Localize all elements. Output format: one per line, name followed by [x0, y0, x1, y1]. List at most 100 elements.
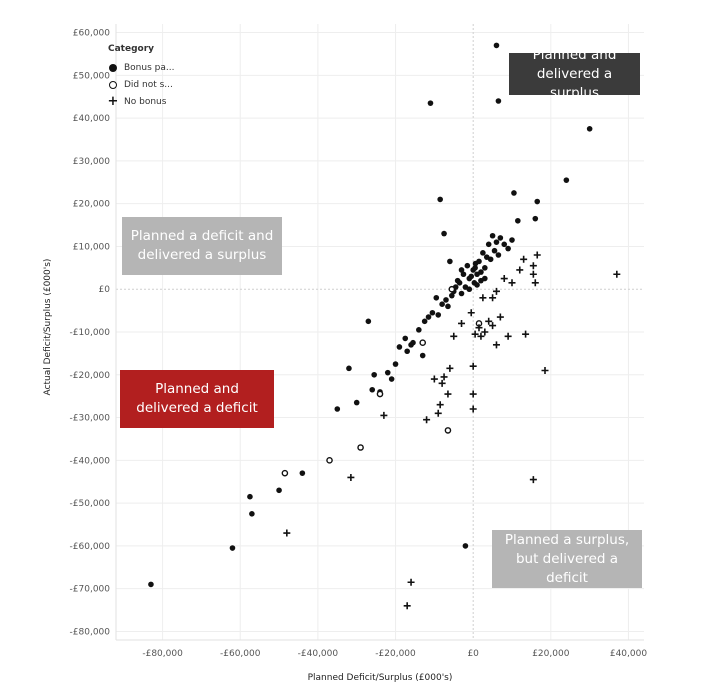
data-point-filled: [458, 290, 465, 297]
data-point-open: [419, 339, 427, 346]
data-point-filled: [478, 269, 484, 275]
data-point-filled: [445, 303, 451, 310]
data-point-filled: [425, 314, 432, 320]
data-point-plus: [531, 279, 539, 287]
data-point-filled: [462, 543, 469, 549]
data-point-plus: [520, 255, 528, 263]
plus-icon: +: [107, 93, 119, 109]
data-point-filled: [247, 493, 253, 500]
data-point-filled: [468, 273, 475, 280]
data-point-plus: [430, 375, 438, 383]
quadrant-label-bottom-right: Planned a surplus, but delivered a defic…: [492, 530, 642, 588]
data-point-filled: [433, 294, 440, 301]
data-point-plus: [477, 332, 485, 340]
data-point-filled: [416, 327, 422, 333]
data-point-plus: [496, 313, 504, 321]
y-tick-label: -£20,000: [70, 371, 111, 381]
data-point-plus: [283, 529, 291, 537]
data-point-filled: [497, 235, 504, 241]
legend: Category Bonus pa... Did not s... + No b…: [108, 44, 175, 110]
data-point-filled: [482, 265, 488, 271]
data-point-filled: [482, 275, 488, 282]
y-tick-label: -£30,000: [70, 414, 111, 424]
legend-entry-bonus[interactable]: Bonus pa...: [108, 59, 174, 76]
data-point-plus: [541, 367, 549, 374]
legend-entry-did-not[interactable]: Did not s...: [108, 76, 174, 93]
data-point-plus: [467, 309, 475, 317]
data-point-filled: [474, 282, 480, 288]
y-tick-label: -£70,000: [70, 585, 111, 595]
data-point-filled: [489, 232, 496, 239]
data-point-filled: [148, 581, 154, 588]
y-tick-label: -£60,000: [70, 542, 111, 552]
data-point-filled: [456, 280, 463, 286]
data-point-filled: [371, 371, 377, 378]
data-point-open: [448, 285, 456, 293]
data-point-filled: [458, 267, 465, 273]
data-point-filled: [369, 386, 376, 393]
data-point-plus: [500, 275, 508, 283]
data-point-open: [444, 427, 452, 434]
y-axis-ticks: £60,000 £50,000 £40,000 £30,000 £20,000 £10,0…: [70, 29, 111, 638]
data-point-plus: [347, 473, 355, 481]
data-point-filled: [485, 241, 492, 248]
y-tick-label: -£10,000: [70, 328, 111, 338]
data-point-plus: [529, 476, 537, 484]
x-tick-label: £0: [467, 649, 479, 659]
legend-label-bonus: Bonus pa...: [124, 62, 175, 73]
data-point-filled: [501, 241, 508, 248]
legend-title: Category: [108, 44, 155, 54]
data-point-plus: [481, 328, 489, 336]
data-point-filled: [353, 399, 360, 406]
zero-lines: [115, 24, 644, 641]
legend-entry-no-bonus[interactable]: + No bonus: [108, 93, 174, 110]
data-point-plus: [444, 390, 452, 398]
open-circle-icon: [108, 80, 118, 90]
data-point-filled: [447, 258, 453, 265]
y-tick-label: -£80,000: [70, 627, 111, 637]
data-point-filled: [249, 511, 255, 517]
data-point-plus: [492, 341, 500, 349]
data-point-filled: [384, 369, 391, 376]
data-point-filled: [487, 256, 494, 263]
quadrant-label-top-right: Planned and delivered a surplus: [509, 47, 640, 101]
data-point-plus: [529, 270, 537, 278]
data-point-filled: [435, 312, 442, 318]
legend-label-did-not: Did not s...: [124, 79, 173, 90]
data-point-filled: [437, 196, 443, 203]
data-point-filled: [563, 177, 570, 183]
data-point-filled: [346, 365, 352, 372]
x-tick-label: £40,000: [610, 649, 647, 659]
data-point-filled: [515, 217, 521, 224]
data-point-filled: [392, 361, 399, 367]
data-point-filled: [427, 100, 434, 106]
data-point-open: [376, 390, 384, 398]
x-tick-label: £20,000: [532, 649, 569, 659]
data-point-plus: [613, 270, 621, 278]
y-tick-label: -£40,000: [70, 456, 111, 466]
data-point-plus: [403, 602, 411, 610]
data-point-plus: [508, 279, 516, 287]
data-point-filled: [532, 215, 539, 222]
y-tick-label: £40,000: [73, 114, 110, 124]
data-point-filled: [441, 230, 447, 237]
y-tick-label: £60,000: [73, 29, 110, 39]
data-point-filled: [476, 258, 482, 265]
data-point-filled: [439, 301, 445, 307]
x-tick-label: -£20,000: [375, 649, 416, 659]
data-point-plus: [380, 411, 388, 419]
data-point-filled: [480, 250, 486, 256]
quadrant-label-top-left: Planned a deficit and delivered a surplu…: [122, 217, 282, 275]
legend-label-no-bonus: No bonus: [124, 96, 167, 107]
data-point-filled: [449, 292, 455, 299]
data-point-plus: [446, 364, 454, 372]
data-point-open: [281, 469, 289, 477]
data-point-plus: [450, 332, 458, 340]
y-tick-label: £10,000: [73, 242, 110, 252]
data-point-plus: [458, 319, 466, 327]
data-point-plus: [423, 416, 431, 424]
data-point-plus: [440, 373, 448, 381]
data-point-filled: [586, 126, 593, 132]
data-point-plus: [475, 324, 483, 332]
y-tick-label: £0: [99, 285, 111, 295]
